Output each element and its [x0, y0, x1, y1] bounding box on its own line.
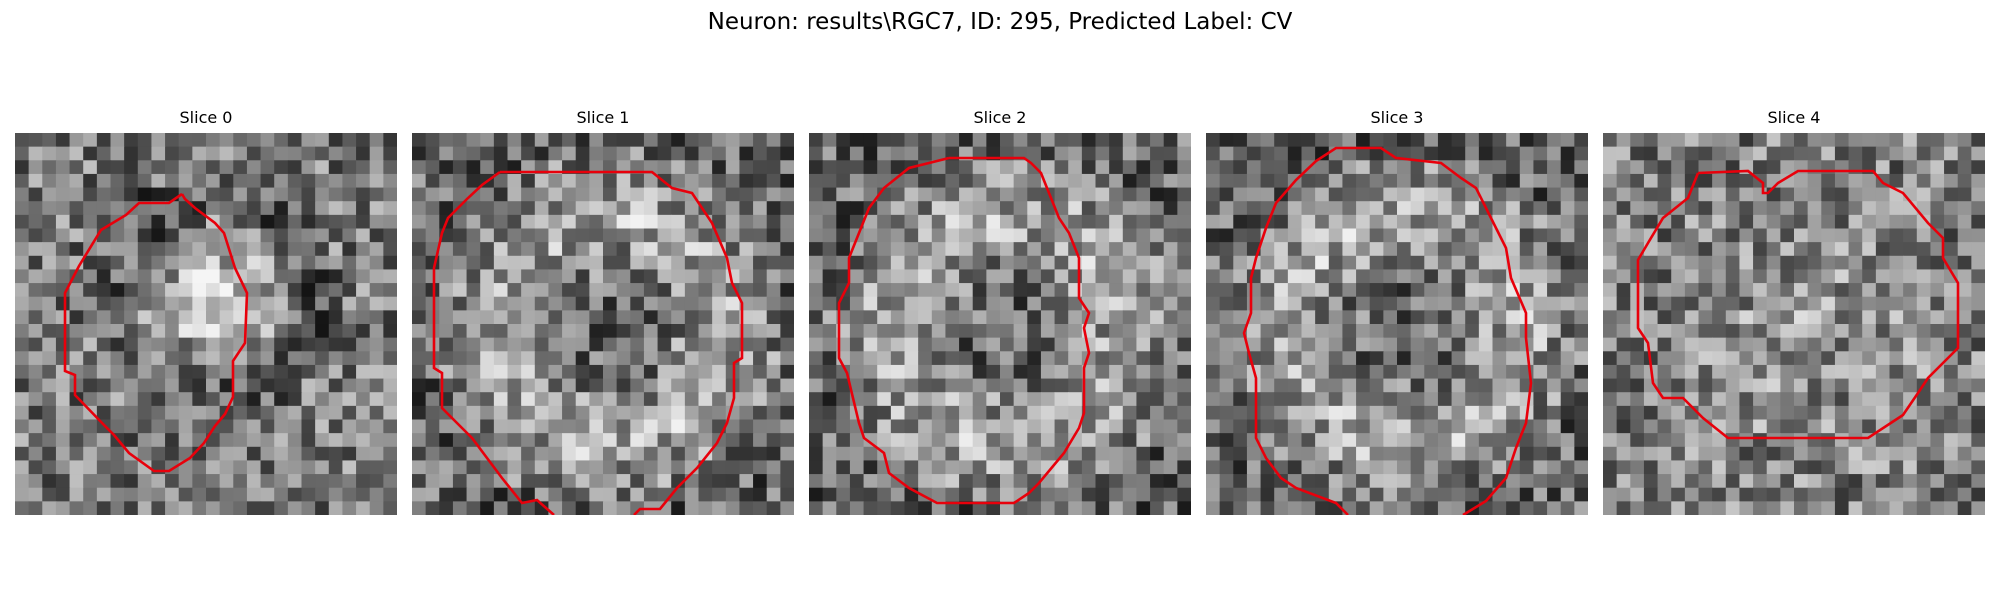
- red-contour: [1366, 146, 1533, 515]
- slice-title: Slice 2: [973, 108, 1027, 127]
- red-contour: [1242, 146, 1366, 515]
- red-contour: [500, 170, 744, 515]
- grayscale-pixels: [1603, 133, 1985, 515]
- red-contour: [432, 170, 555, 515]
- slice-image-svg: [809, 133, 1191, 515]
- slice-image-svg: [1206, 133, 1588, 515]
- red-contour: [63, 192, 249, 473]
- grayscale-pixels: [412, 133, 794, 515]
- slice-title: Slice 1: [576, 108, 630, 127]
- slice-image-svg: [1603, 133, 1985, 515]
- slice-image-svg: [412, 133, 794, 515]
- slice-image: [15, 133, 397, 515]
- slice-image: [412, 133, 794, 515]
- grayscale-pixels: [809, 133, 1191, 515]
- red-contour: [837, 156, 1091, 505]
- red-contour: [1636, 169, 1960, 440]
- grayscale-pixels: [15, 133, 397, 515]
- slice-image: [809, 133, 1191, 515]
- slice-title: Slice 3: [1370, 108, 1424, 127]
- slice-image: [1603, 133, 1985, 515]
- figure-title: Neuron: results\RGC7, ID: 295, Predicted…: [707, 9, 1293, 35]
- slice-image: [1206, 133, 1588, 515]
- slice-title: Slice 4: [1767, 108, 1821, 127]
- grayscale-pixels: [1206, 133, 1588, 515]
- slice-image-svg: [15, 133, 397, 515]
- slice-title: Slice 0: [179, 108, 233, 127]
